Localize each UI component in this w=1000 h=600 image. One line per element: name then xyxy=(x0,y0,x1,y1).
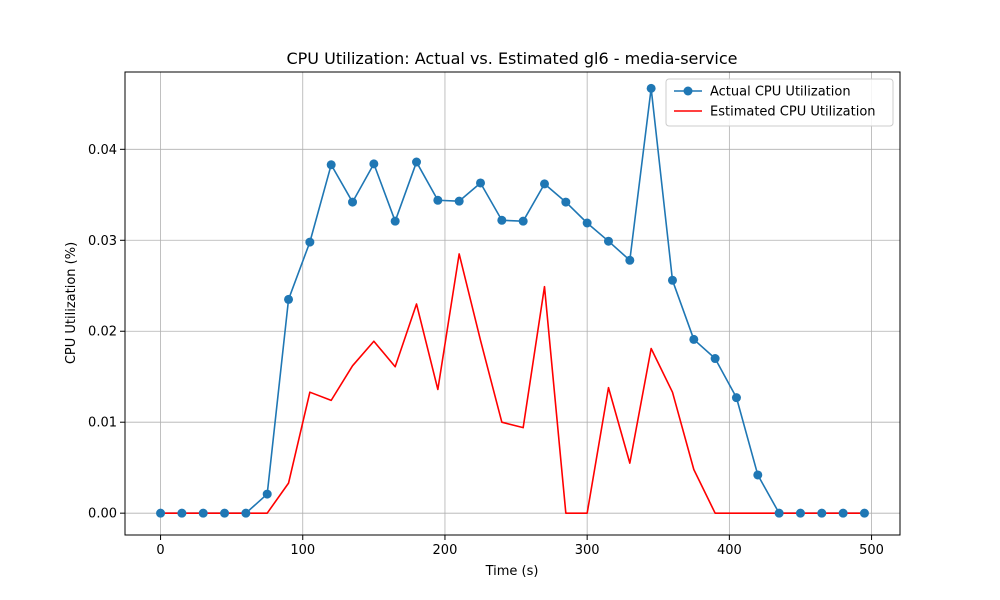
data-point-series-1 xyxy=(859,508,869,518)
data-point-series-1 xyxy=(284,294,294,304)
chart-title: CPU Utilization: Actual vs. Estimated gl… xyxy=(286,49,737,68)
series-line-2 xyxy=(160,253,865,514)
legend: Actual CPU Utilization Estimated CPU Util… xyxy=(665,78,894,127)
data-point-series-1 xyxy=(348,197,358,207)
y-tick-label: 0.03 xyxy=(88,234,117,249)
data-point-series-1 xyxy=(625,255,635,265)
y-tick-label: 0.02 xyxy=(88,325,117,340)
x-tick-label: 500 xyxy=(859,543,884,558)
data-point-series-1 xyxy=(753,470,763,480)
data-point-series-1 xyxy=(326,160,336,170)
data-point-series-1 xyxy=(582,218,592,228)
data-point-series-1 xyxy=(433,195,443,205)
plot-background xyxy=(125,72,900,535)
data-point-series-1 xyxy=(198,508,208,518)
series-markers xyxy=(156,83,869,518)
data-point-series-1 xyxy=(561,197,571,207)
data-point-series-1 xyxy=(220,508,230,518)
legend-label-2: Estimated CPU Utilization xyxy=(710,105,876,120)
data-point-series-1 xyxy=(497,215,507,225)
data-point-series-1 xyxy=(646,83,656,93)
series-line-1 xyxy=(160,87,865,514)
x-tick-label: 100 xyxy=(290,543,315,558)
data-point-series-1 xyxy=(667,275,677,285)
legend-swatch-marker-1 xyxy=(683,86,693,96)
x-tick-label: 300 xyxy=(575,543,600,558)
data-point-series-1 xyxy=(156,508,166,518)
data-point-series-1 xyxy=(390,216,400,226)
data-point-series-1 xyxy=(710,354,720,364)
data-point-series-1 xyxy=(795,508,805,518)
data-point-series-1 xyxy=(412,157,422,167)
y-tick-label: 0.04 xyxy=(88,143,117,158)
x-axis-title: Time (s) xyxy=(485,564,539,579)
y-tick-label: 0.00 xyxy=(88,507,117,522)
y-tick-label: 0.01 xyxy=(88,416,117,431)
x-tick-label: 200 xyxy=(433,543,458,558)
x-tick-label: 400 xyxy=(717,543,742,558)
data-point-series-1 xyxy=(689,334,699,344)
plot-frame xyxy=(124,71,901,536)
data-point-series-1 xyxy=(305,237,315,247)
y-axis: 0.00 0.01 0.02 0.03 0.04 xyxy=(88,143,125,522)
data-point-series-1 xyxy=(454,196,464,206)
x-tick-label: 0 xyxy=(156,543,164,558)
data-point-series-1 xyxy=(774,508,784,518)
legend-box xyxy=(665,78,894,127)
plot-area xyxy=(124,71,901,536)
y-axis-title: CPU Utilization (%) xyxy=(64,242,79,364)
data-point-series-1 xyxy=(838,508,848,518)
data-point-series-1 xyxy=(177,508,187,518)
data-point-series-1 xyxy=(476,178,486,188)
data-point-series-1 xyxy=(731,393,741,403)
data-point-series-1 xyxy=(369,159,379,169)
data-point-series-1 xyxy=(603,236,613,246)
data-point-series-1 xyxy=(518,216,528,226)
data-point-series-1 xyxy=(241,508,251,518)
data-point-series-1 xyxy=(262,489,272,499)
legend-label-1: Actual CPU Utilization xyxy=(710,85,851,100)
data-point-series-1 xyxy=(539,179,549,189)
series-lines xyxy=(160,87,865,514)
x-axis: 0 100 200 300 400 500 xyxy=(156,535,884,558)
data-point-series-1 xyxy=(817,508,827,518)
